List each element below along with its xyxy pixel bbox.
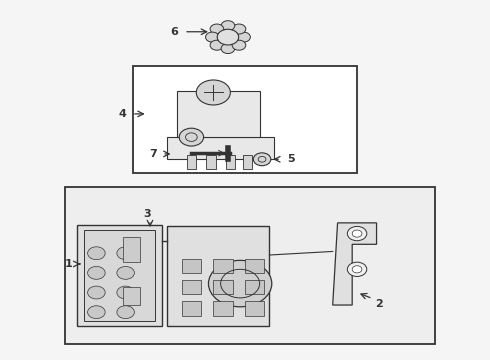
Circle shape (117, 247, 134, 260)
Bar (77, 225, 162, 327)
Circle shape (232, 40, 246, 50)
Bar (167, 137, 274, 158)
Circle shape (117, 266, 134, 279)
Circle shape (88, 247, 105, 260)
Bar (187, 155, 196, 169)
Bar (177, 91, 260, 137)
Circle shape (117, 286, 134, 299)
Bar (245, 301, 265, 316)
Circle shape (221, 21, 235, 31)
Text: 5: 5 (287, 154, 294, 164)
Bar (243, 155, 252, 169)
Bar (182, 258, 201, 273)
Bar (123, 237, 140, 262)
Circle shape (210, 40, 224, 50)
Circle shape (196, 80, 230, 105)
Circle shape (253, 153, 271, 166)
Bar (213, 258, 233, 273)
Circle shape (221, 44, 235, 54)
Bar (225, 155, 235, 169)
Bar (123, 287, 140, 305)
Bar (182, 301, 201, 316)
Circle shape (237, 32, 250, 42)
Bar (206, 155, 216, 169)
Circle shape (205, 32, 219, 42)
Bar (167, 226, 270, 327)
Circle shape (179, 128, 203, 146)
Circle shape (347, 262, 367, 276)
Circle shape (352, 230, 362, 237)
Bar (213, 301, 233, 316)
Text: 1: 1 (65, 259, 73, 269)
Circle shape (217, 29, 239, 45)
Circle shape (352, 266, 362, 273)
Circle shape (117, 306, 134, 319)
Bar (84, 230, 155, 321)
Circle shape (88, 306, 105, 319)
Circle shape (88, 266, 105, 279)
Bar (65, 187, 435, 344)
Circle shape (347, 226, 367, 241)
Circle shape (88, 286, 105, 299)
Circle shape (208, 260, 272, 307)
Bar (182, 280, 201, 294)
Bar (245, 280, 265, 294)
Bar (133, 66, 357, 173)
Text: 4: 4 (118, 109, 126, 119)
Bar (245, 258, 265, 273)
Text: 6: 6 (171, 27, 178, 37)
Text: 3: 3 (144, 209, 151, 219)
Bar (213, 280, 233, 294)
Text: 2: 2 (375, 299, 383, 309)
Polygon shape (333, 223, 376, 305)
Circle shape (232, 24, 246, 34)
Text: 7: 7 (149, 149, 157, 159)
Circle shape (210, 24, 224, 34)
